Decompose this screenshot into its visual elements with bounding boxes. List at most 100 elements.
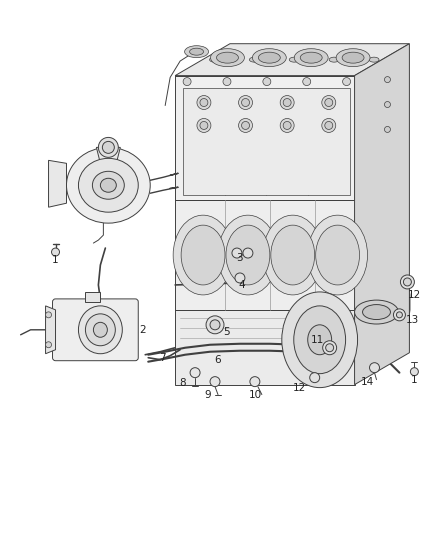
Circle shape: [325, 122, 333, 130]
Polygon shape: [175, 76, 355, 200]
Polygon shape: [175, 310, 355, 385]
Circle shape: [200, 122, 208, 130]
Circle shape: [52, 248, 60, 256]
Text: 11: 11: [311, 335, 324, 345]
Ellipse shape: [218, 215, 278, 295]
Text: 3: 3: [237, 253, 243, 263]
Ellipse shape: [85, 314, 115, 346]
Text: 10: 10: [248, 390, 261, 400]
Circle shape: [400, 275, 414, 289]
Text: 12: 12: [293, 383, 306, 393]
Ellipse shape: [226, 225, 270, 285]
Ellipse shape: [173, 215, 233, 295]
Ellipse shape: [216, 52, 238, 63]
Ellipse shape: [209, 57, 219, 62]
Circle shape: [403, 278, 411, 286]
Ellipse shape: [100, 178, 117, 192]
Circle shape: [393, 309, 406, 321]
Circle shape: [239, 118, 253, 132]
Polygon shape: [49, 160, 67, 207]
Ellipse shape: [316, 225, 360, 285]
Ellipse shape: [308, 325, 332, 355]
Ellipse shape: [184, 46, 208, 58]
Polygon shape: [183, 87, 350, 195]
Circle shape: [280, 118, 294, 132]
Text: 6: 6: [215, 354, 221, 365]
Circle shape: [102, 141, 114, 154]
Circle shape: [410, 368, 418, 376]
Ellipse shape: [249, 57, 259, 62]
Ellipse shape: [263, 215, 323, 295]
FancyBboxPatch shape: [53, 299, 138, 361]
Circle shape: [183, 78, 191, 86]
Ellipse shape: [78, 158, 138, 212]
Ellipse shape: [252, 49, 286, 67]
Circle shape: [326, 344, 334, 352]
Text: 12: 12: [408, 290, 421, 300]
Polygon shape: [175, 200, 355, 310]
Ellipse shape: [190, 48, 204, 55]
Circle shape: [323, 341, 337, 355]
Circle shape: [283, 99, 291, 107]
Circle shape: [200, 99, 208, 107]
Ellipse shape: [211, 49, 244, 67]
Ellipse shape: [258, 52, 280, 63]
Circle shape: [99, 138, 118, 157]
Circle shape: [235, 273, 245, 283]
Text: 1: 1: [411, 375, 418, 385]
Circle shape: [210, 377, 220, 386]
Ellipse shape: [78, 306, 122, 354]
Ellipse shape: [93, 322, 107, 337]
Polygon shape: [96, 148, 120, 163]
Circle shape: [239, 95, 253, 109]
Circle shape: [190, 368, 200, 378]
Ellipse shape: [282, 292, 357, 387]
Circle shape: [385, 126, 390, 132]
Ellipse shape: [308, 215, 367, 295]
Circle shape: [322, 95, 336, 109]
Circle shape: [310, 373, 320, 383]
Circle shape: [241, 122, 250, 130]
Text: 8: 8: [179, 378, 185, 387]
Circle shape: [396, 312, 403, 318]
Polygon shape: [85, 292, 100, 302]
Circle shape: [370, 362, 379, 373]
Text: 14: 14: [361, 377, 374, 386]
Ellipse shape: [294, 306, 346, 374]
Ellipse shape: [271, 225, 314, 285]
Circle shape: [232, 248, 242, 258]
Text: 5: 5: [224, 327, 230, 337]
Ellipse shape: [294, 49, 328, 67]
Polygon shape: [355, 44, 410, 385]
Circle shape: [280, 95, 294, 109]
Text: 7: 7: [159, 353, 166, 363]
Circle shape: [46, 342, 52, 348]
Polygon shape: [46, 306, 56, 354]
Circle shape: [197, 95, 211, 109]
Ellipse shape: [363, 304, 390, 319]
Ellipse shape: [342, 52, 364, 63]
Ellipse shape: [289, 57, 299, 62]
Circle shape: [303, 78, 311, 86]
Circle shape: [223, 78, 231, 86]
Ellipse shape: [355, 300, 399, 324]
Circle shape: [385, 77, 390, 83]
Ellipse shape: [336, 49, 370, 67]
Text: 13: 13: [406, 315, 419, 325]
Circle shape: [250, 377, 260, 386]
Circle shape: [263, 78, 271, 86]
Text: 2: 2: [139, 325, 145, 335]
Circle shape: [243, 248, 253, 258]
Text: 1: 1: [52, 255, 59, 265]
Circle shape: [322, 118, 336, 132]
Circle shape: [197, 118, 211, 132]
Polygon shape: [175, 44, 410, 76]
Ellipse shape: [300, 52, 322, 63]
Circle shape: [206, 316, 224, 334]
Circle shape: [241, 99, 250, 107]
Circle shape: [283, 122, 291, 130]
Circle shape: [385, 101, 390, 108]
Ellipse shape: [67, 148, 150, 223]
Ellipse shape: [92, 171, 124, 199]
Text: 9: 9: [205, 390, 212, 400]
